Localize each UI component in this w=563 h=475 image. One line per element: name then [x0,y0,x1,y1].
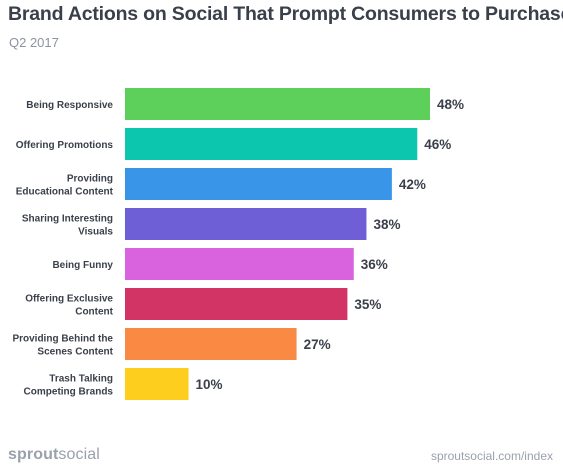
bar-0 [125,88,430,120]
chart-title: Brand Actions on Social That Prompt Cons… [8,3,563,25]
bar-1 [125,128,418,160]
category-label-5: Offering Exclusive Content [25,294,113,318]
logo-bold-text: sprout [8,446,59,463]
value-label-0: 48% [437,97,464,112]
value-label-2: 42% [399,177,426,192]
value-label-3: 38% [373,217,400,232]
value-label-4: 36% [361,257,388,272]
bar-4 [125,248,354,280]
category-label-7: Trash Talking Competing Brands [24,374,114,398]
category-label-1: Offering Promotions [16,140,114,151]
category-label-6: Providing Behind the Scenes Content [12,334,113,358]
value-label-5: 35% [354,297,381,312]
chart-subtitle: Q2 2017 [9,35,59,50]
bar-6 [125,328,297,360]
category-label-3: Sharing Interesting Visuals [22,214,114,238]
bar-5 [125,288,348,320]
logo-regular-text: social [58,446,100,463]
value-label-6: 27% [304,337,331,352]
bar-7 [125,368,189,400]
value-label-7: 10% [196,377,223,392]
sproutsocial-logo: sproutsocial [8,446,100,464]
bar-2 [125,168,392,200]
category-label-2: Providing Educational Content [16,174,114,198]
category-label-0: Being Responsive [26,100,113,111]
category-label-4: Being Funny [52,260,113,271]
value-label-1: 46% [424,137,451,152]
bar-3 [125,208,367,240]
source-url: sproutsocial.com/index [430,449,553,463]
